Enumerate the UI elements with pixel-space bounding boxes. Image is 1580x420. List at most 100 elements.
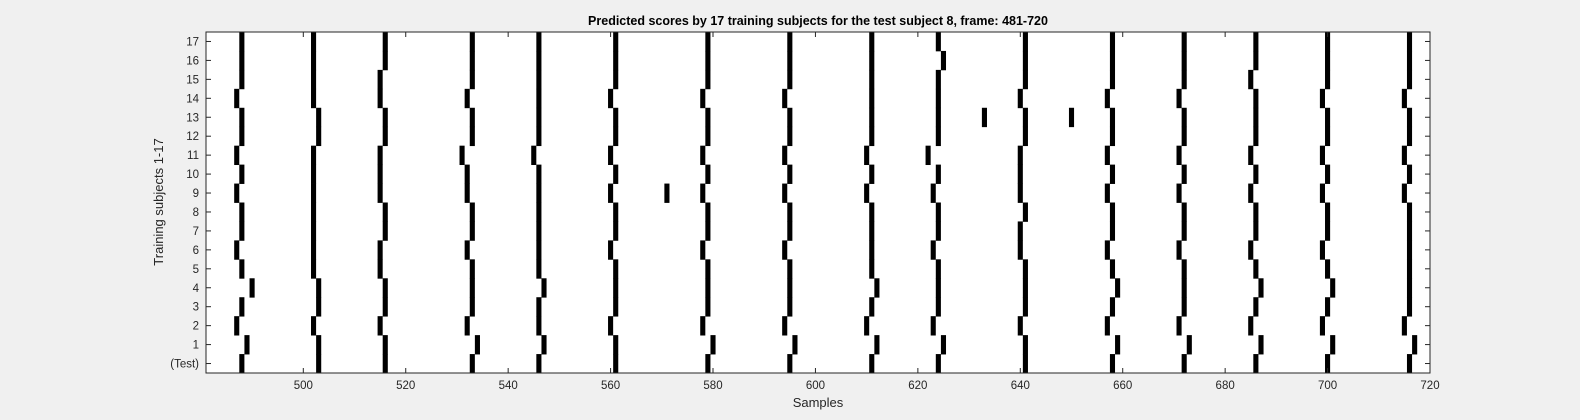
score-mark [1181,202,1187,222]
score-mark [700,316,706,336]
score-mark [1181,126,1187,147]
score-mark [1181,221,1187,241]
y-tick-label: 17 [186,36,199,48]
score-mark [244,335,250,355]
score-mark [1022,107,1028,128]
score-mark [536,32,542,52]
score-mark [1017,221,1023,241]
score-mark [377,259,383,279]
score-mark [930,316,936,336]
score-mark [1181,32,1187,52]
score-mark [925,145,931,166]
score-mark [382,297,388,317]
score-mark [613,259,619,279]
score-mark [1176,183,1182,203]
x-tick-label: 640 [1011,380,1030,392]
score-mark [1325,297,1331,317]
score-mark [935,202,941,222]
score-mark [1401,145,1407,166]
score-mark [1319,88,1325,109]
score-mark [705,107,711,128]
score-mark [311,164,317,184]
score-mark [1325,32,1331,52]
score-mark [1406,69,1413,90]
score-mark [249,278,255,298]
score-mark [1401,316,1407,336]
score-mark [316,354,322,374]
score-mark [1181,278,1187,298]
score-mark [1258,335,1264,355]
score-mark [316,107,322,128]
score-mark [613,164,619,184]
score-mark [1104,88,1110,109]
score-mark [469,297,475,317]
x-tick-label: 540 [499,380,518,392]
score-mark [1017,145,1023,166]
y-tick-label: 2 [193,321,199,333]
score-mark [1319,240,1325,260]
score-mark [1253,221,1259,241]
score-mark [382,50,388,71]
score-mark [1330,335,1336,355]
score-mark [469,259,475,279]
score-mark [869,32,875,52]
score-mark [1176,240,1182,260]
score-mark [536,69,542,90]
score-mark [869,259,875,279]
score-mark [1325,50,1331,71]
score-mark [1412,335,1418,355]
score-mark [935,297,941,317]
score-mark [382,32,388,52]
score-mark [536,202,542,222]
score-mark [1319,145,1325,166]
score-mark [787,126,793,147]
score-mark [1017,183,1023,203]
score-mark [1022,32,1028,52]
score-mark [1022,69,1028,90]
score-mark [311,145,317,166]
score-mark [1115,335,1121,355]
score-mark [792,335,798,355]
x-tick-label: 720 [1420,380,1439,392]
score-mark [1253,164,1259,184]
x-tick-label: 500 [294,380,313,392]
score-mark [608,145,614,166]
score-mark [531,145,537,166]
score-mark [1176,88,1182,109]
score-mark [1406,50,1413,71]
score-mark [536,126,542,147]
score-mark [700,145,706,166]
score-mark [700,240,706,260]
score-mark [869,354,875,374]
score-mark [613,107,619,128]
score-mark [1401,88,1407,109]
score-mark [608,316,614,336]
score-mark [1104,316,1110,336]
axes-box [205,31,1431,374]
score-mark [316,297,322,317]
score-mark [981,107,987,128]
score-mark [787,202,793,222]
score-mark [705,126,711,147]
y-tick-label: 9 [193,188,199,200]
score-mark [1017,240,1023,260]
y-tick-label: 12 [186,131,199,143]
score-mark [1068,107,1075,128]
score-mark [1325,107,1331,128]
score-mark [613,32,619,52]
score-mark [541,278,547,298]
score-mark [536,316,542,336]
score-mark [608,183,614,203]
score-mark [311,88,317,109]
y-tick-label: 14 [186,93,199,105]
score-mark [377,88,383,109]
score-mark [239,354,245,374]
score-mark [1022,259,1028,279]
score-mark [234,145,240,166]
score-mark [935,88,941,109]
score-mark [608,88,614,109]
score-mark [874,335,880,355]
score-mark [316,126,322,147]
